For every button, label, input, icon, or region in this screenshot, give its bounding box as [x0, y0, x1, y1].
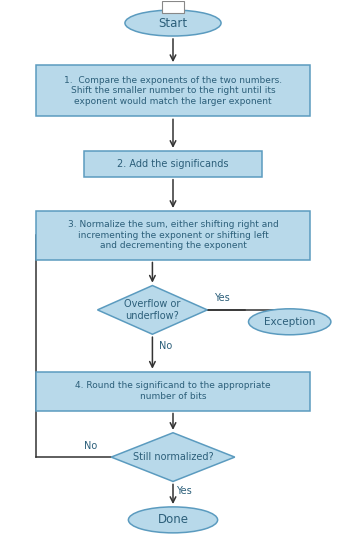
FancyBboxPatch shape: [36, 372, 310, 411]
Polygon shape: [111, 432, 235, 481]
Text: 1.  Compare the exponents of the two numbers.
Shift the smaller number to the ri: 1. Compare the exponents of the two numb…: [64, 76, 282, 106]
Text: 4. Round the significand to the appropriate
number of bits: 4. Round the significand to the appropri…: [75, 381, 271, 401]
Text: No: No: [84, 441, 98, 450]
Text: Exception: Exception: [264, 317, 316, 327]
Text: Start: Start: [158, 16, 188, 29]
FancyBboxPatch shape: [84, 151, 262, 177]
Text: No: No: [159, 341, 173, 351]
Text: 3. Normalize the sum, either shifting right and
incrementing the exponent or shi: 3. Normalize the sum, either shifting ri…: [67, 220, 279, 250]
Text: 2. Add the significands: 2. Add the significands: [117, 159, 229, 169]
Text: Still normalized?: Still normalized?: [133, 452, 213, 462]
Text: Yes: Yes: [214, 293, 230, 304]
Text: Overflow or
underflow?: Overflow or underflow?: [124, 299, 181, 320]
Polygon shape: [98, 286, 207, 334]
Ellipse shape: [125, 10, 221, 36]
Ellipse shape: [128, 507, 218, 533]
FancyBboxPatch shape: [36, 211, 310, 259]
Text: Done: Done: [157, 514, 189, 527]
FancyBboxPatch shape: [36, 65, 310, 116]
FancyBboxPatch shape: [162, 2, 184, 13]
Ellipse shape: [248, 309, 331, 335]
Text: Yes: Yes: [176, 486, 192, 496]
